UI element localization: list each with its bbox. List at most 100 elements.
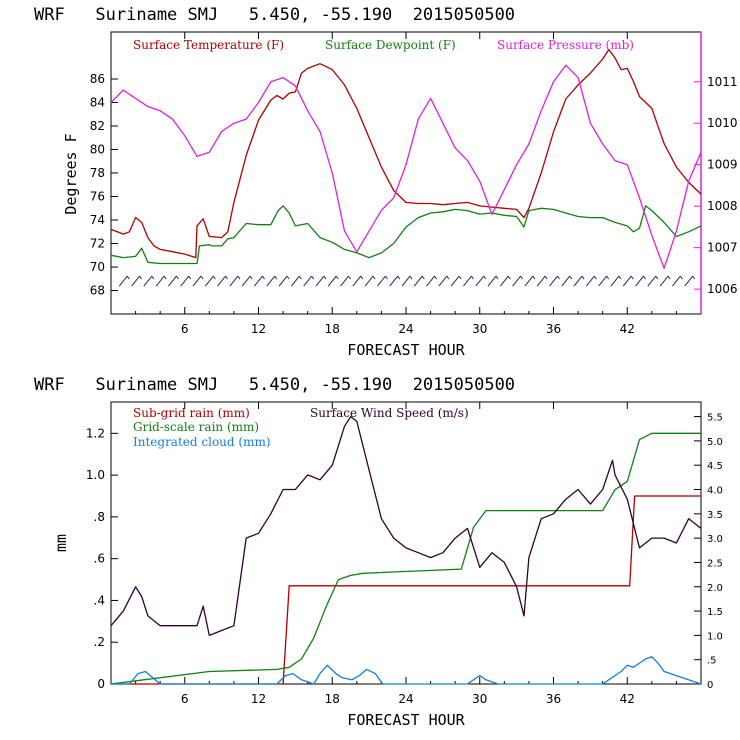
- wind-barb: [622, 275, 632, 287]
- wind-barb-flag: [200, 275, 204, 280]
- wind-barb-flag: [630, 275, 634, 280]
- wind-barb: [217, 275, 227, 287]
- wind-barb-flag: [262, 275, 265, 280]
- wind-barb: [463, 275, 472, 287]
- series-line-pressure: [110, 64, 702, 270]
- series-line-wind: [110, 415, 702, 637]
- wind-barb-flag: [507, 275, 511, 280]
- series-line-cloud: [111, 656, 702, 685]
- x-tick-label: 24: [398, 322, 413, 336]
- x-axis-title-bottom: FORECAST HOUR: [347, 711, 465, 729]
- series-top: [110, 48, 702, 270]
- x-tick-label: 18: [325, 692, 340, 706]
- wind-barb: [118, 275, 128, 287]
- legend-cloud: Integrated cloud (mm): [133, 435, 271, 449]
- wind-barb: [168, 275, 177, 287]
- wind-barb-flag: [421, 275, 425, 280]
- y-tick-label: .8: [94, 510, 105, 524]
- wind-barb-flag: [606, 275, 610, 280]
- wind-barb-flag: [274, 275, 278, 280]
- y-tick-label: 74: [90, 213, 105, 227]
- x-tick-label: 6: [181, 322, 189, 336]
- wind-barb-flag: [139, 275, 142, 280]
- series-line-temperature: [110, 48, 702, 259]
- y-tick-label: .4: [94, 593, 105, 607]
- wind-barb: [155, 275, 165, 287]
- wind-barb-flag: [655, 275, 659, 280]
- wind-barb: [450, 275, 460, 287]
- y-tick-label: .2: [94, 635, 105, 649]
- y-tick-label: 68: [90, 284, 105, 298]
- y2-tick-label: 5.5: [707, 413, 723, 424]
- y-tick-label: 0: [97, 677, 105, 691]
- legend-dewpoint: Surface Dewpoint (F): [325, 38, 456, 52]
- wind-barb: [561, 275, 571, 287]
- chart-title-top: WRF Suriname SMJ 5.450, -55.190 20150505…: [34, 5, 515, 25]
- wind-barb-flag: [458, 275, 462, 280]
- y-tick-label: 76: [90, 190, 105, 204]
- wind-barb-flag: [225, 275, 229, 280]
- x-axis-title-top: FORECAST HOUR: [347, 341, 465, 359]
- x-tick-label: 30: [472, 692, 487, 706]
- wind-barb: [413, 275, 423, 287]
- wind-barb-flag: [618, 275, 622, 280]
- wind-barb-flag: [298, 275, 302, 280]
- wind-barb-flag: [348, 275, 351, 280]
- x-tick-label: 12: [251, 322, 266, 336]
- wind-barb: [672, 275, 681, 287]
- wind-barb-flag: [446, 275, 450, 280]
- wind-barb: [180, 275, 190, 287]
- y2-tick-label: 1010: [707, 116, 738, 130]
- wind-barb-flag: [667, 275, 671, 280]
- wind-barb-flag: [385, 275, 388, 280]
- y2-tick-label: 1.5: [707, 607, 723, 618]
- wind-barb: [303, 275, 313, 287]
- chart-title-bottom: WRF Suriname SMJ 5.450, -55.190 20150505…: [34, 375, 515, 395]
- wind-barbs-row: [118, 275, 696, 287]
- wind-barb-flag: [532, 275, 536, 280]
- wind-barb: [536, 275, 546, 287]
- y-tick-label: 1.2: [86, 426, 105, 440]
- wind-barb: [327, 275, 337, 287]
- wind-barb: [659, 275, 669, 287]
- x-tick-label: 36: [546, 322, 561, 336]
- wind-barb: [266, 275, 276, 287]
- wind-barb-flag: [520, 275, 524, 280]
- x-tick-label: 6: [181, 692, 189, 706]
- y-tick-label: 78: [90, 166, 105, 180]
- wind-barb-flag: [163, 275, 167, 280]
- wind-barb-flag: [188, 275, 192, 280]
- wind-barb-flag: [397, 275, 401, 280]
- wind-barb-flag: [323, 275, 327, 280]
- wind-barb: [377, 275, 386, 287]
- wind-barb: [204, 275, 214, 287]
- y2-tick-label: 3.5: [707, 510, 723, 521]
- y2-tick-label: 1009: [707, 158, 738, 172]
- x-tick-label: 18: [325, 322, 340, 336]
- x-tick-label: 24: [398, 692, 413, 706]
- wind-barb-flag: [335, 275, 339, 280]
- legend-grid-rain: Grid-scale rain (mm): [133, 420, 259, 434]
- wind-barb: [487, 275, 497, 287]
- y-tick-label: 80: [90, 143, 105, 157]
- wind-barb-flag: [360, 275, 364, 280]
- wind-barb-flag: [151, 275, 155, 280]
- wind-barb: [340, 275, 349, 287]
- ticks-bottom: 6 12 18 24 30 36 42 0 .2 .4 .6 .8 1.0 1.2 0 .5 1.0 1.5 2.0…: [86, 402, 723, 706]
- wind-barb-flag: [495, 275, 499, 280]
- legend-temperature: Surface Temperature (F): [133, 38, 284, 52]
- y2-tick-label: 0: [707, 680, 713, 691]
- wind-barb-flag: [311, 275, 315, 280]
- y-tick-label: 82: [90, 119, 105, 133]
- wind-barb: [499, 275, 509, 287]
- wind-barb-flag: [372, 275, 376, 280]
- wind-barb: [389, 275, 399, 287]
- wind-barb: [364, 275, 374, 287]
- wind-barb-flag: [471, 275, 474, 280]
- legend-subgrid-rain: Sub-grid rain (mm): [133, 406, 250, 420]
- series-line-grid_rain: [110, 432, 701, 685]
- series-line-dewpoint: [110, 205, 702, 265]
- series-line-subgrid_rain: [111, 495, 701, 685]
- plot-frame-top: [110, 31, 702, 315]
